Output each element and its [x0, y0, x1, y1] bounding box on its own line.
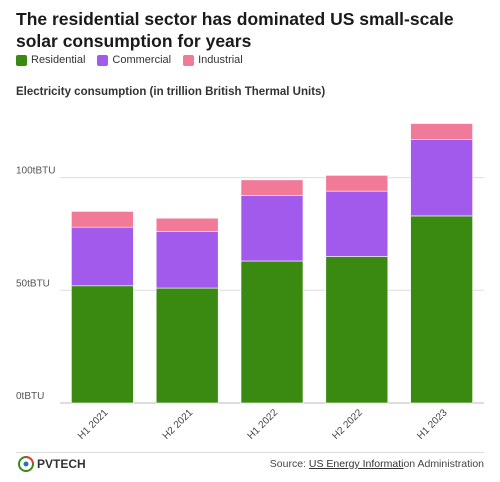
- legend-item-industrial: Industrial: [183, 54, 243, 66]
- footer-divider: [16, 452, 484, 453]
- chart-title: The residential sector has dominated US …: [16, 9, 454, 51]
- x-tick-label: H1 2023: [415, 407, 450, 442]
- source-note: Source: US Energy Information Administra…: [270, 458, 484, 470]
- bar-segment-commercial: [155, 231, 219, 289]
- bar-segment-residential: [410, 215, 473, 404]
- bar-segment-residential: [325, 256, 389, 404]
- bar-segment-industrial: [71, 211, 134, 228]
- bar-segment-residential: [155, 287, 219, 404]
- x-tick-label: H1 2022: [246, 407, 281, 442]
- bar-segment-industrial: [325, 175, 389, 192]
- x-tick-label: H2 2021: [161, 407, 196, 442]
- stacked-bar-chart: 0tBTU 50tBTU 100tBTU H1 2021 H2 2021 H1 2022 H…: [16, 123, 484, 442]
- bar-segment-industrial: [410, 123, 473, 140]
- pvtech-logo-icon: [18, 456, 34, 472]
- legend-label-residential: Residential: [31, 54, 86, 66]
- pvtech-logo: PVTECH: [18, 456, 86, 472]
- x-tick-label: H2 2022: [330, 407, 365, 442]
- bar-segment-commercial: [325, 190, 389, 257]
- bar-segment-industrial: [240, 179, 304, 196]
- y-tick-label: 0tBTU: [16, 391, 44, 402]
- bar-segment-residential: [240, 260, 304, 404]
- legend-label-commercial: Commercial: [112, 54, 172, 66]
- source-prefix: Source:: [269, 458, 309, 470]
- legend-swatch-industrial: [183, 54, 195, 66]
- pvtech-logo-text: PVTECH: [37, 457, 86, 471]
- source-link[interactable]: US Energy Informati: [308, 458, 404, 470]
- legend: Residential Commercial Industrial: [16, 54, 243, 66]
- legend-swatch-commercial: [97, 54, 109, 66]
- bar-segment-commercial: [240, 195, 304, 262]
- legend-item-residential: Residential: [16, 54, 85, 66]
- source-rest: on Administration: [403, 458, 484, 470]
- y-tick-label: 50tBTU: [16, 278, 50, 289]
- legend-item-commercial: Commercial: [97, 54, 171, 66]
- bar-segment-residential: [71, 285, 134, 404]
- bar-segment-industrial: [155, 217, 219, 233]
- bar-segment-commercial: [410, 138, 473, 217]
- x-tick-label: H1 2021: [76, 407, 111, 442]
- bar-segment-commercial: [71, 226, 134, 287]
- chart-subtitle: Electricity consumption (in trillion Bri…: [16, 86, 326, 98]
- legend-swatch-residential: [16, 54, 27, 66]
- legend-label-industrial: Industrial: [198, 54, 243, 66]
- y-tick-label: 100tBTU: [16, 166, 55, 177]
